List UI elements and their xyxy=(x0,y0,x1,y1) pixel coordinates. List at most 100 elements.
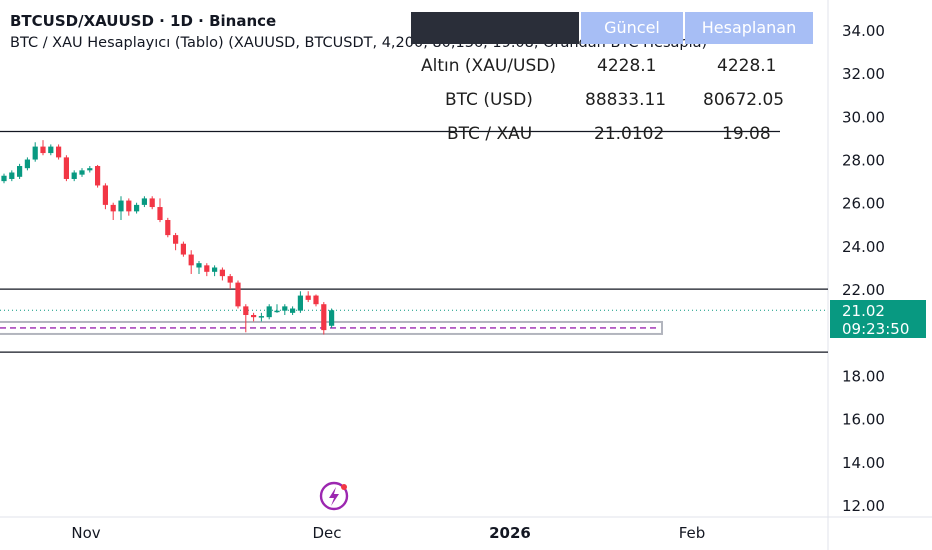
candle xyxy=(71,170,77,182)
candle xyxy=(141,196,147,208)
candle xyxy=(126,198,132,216)
candle xyxy=(173,232,179,251)
candle xyxy=(149,196,155,210)
candle xyxy=(118,196,124,220)
candle-body xyxy=(165,220,171,236)
candle xyxy=(157,198,163,223)
candle xyxy=(274,304,280,313)
candle-body xyxy=(56,146,62,158)
candle-body xyxy=(243,306,249,315)
table-row-calc: 80672.05 xyxy=(703,90,785,110)
y-tick-label: 14.00 xyxy=(842,454,885,472)
table-row-label: BTC (USD) xyxy=(445,90,533,110)
candle xyxy=(87,166,93,173)
candle xyxy=(188,250,194,274)
y-tick-label: 18.00 xyxy=(842,367,885,385)
candle-body xyxy=(134,204,140,212)
candle-body xyxy=(1,175,7,182)
candle-body xyxy=(40,146,46,154)
candle-body xyxy=(329,310,335,326)
candle-body xyxy=(102,185,108,205)
candle-body xyxy=(258,316,264,318)
table-header-current: Güncel xyxy=(581,12,683,44)
x-tick-label: 2026 xyxy=(489,524,531,542)
candle xyxy=(196,261,202,274)
candle xyxy=(134,202,140,214)
candle-body xyxy=(321,304,327,331)
candle xyxy=(32,142,38,162)
candle-body xyxy=(9,172,15,179)
candle xyxy=(219,267,225,281)
candle xyxy=(79,168,85,177)
candle xyxy=(313,294,319,307)
candle-body xyxy=(297,295,303,311)
candle xyxy=(251,312,257,322)
y-tick-label: 24.00 xyxy=(842,238,885,256)
x-tick-label: Dec xyxy=(312,524,341,542)
candle xyxy=(56,144,62,160)
candle-body xyxy=(219,269,225,277)
candle-body xyxy=(251,315,257,318)
candle-body xyxy=(17,166,23,177)
candle xyxy=(305,291,311,303)
candle-body xyxy=(141,198,147,205)
candle-body xyxy=(32,146,38,160)
candle-body xyxy=(266,306,272,318)
candle xyxy=(1,173,7,184)
y-tick-label: 32.00 xyxy=(842,65,885,83)
current-price-value: 21.02 xyxy=(842,302,885,320)
table-row-label: Altın (XAU/USD) xyxy=(421,56,556,76)
candle xyxy=(290,306,296,315)
candle-body xyxy=(126,200,132,212)
candle xyxy=(40,140,46,156)
candle xyxy=(282,304,288,315)
candle xyxy=(17,163,23,179)
candle-body xyxy=(48,146,54,154)
table-header-calculated: Hesaplanan xyxy=(685,12,813,44)
candle-body xyxy=(196,263,202,268)
candle-body xyxy=(71,172,77,179)
table-row-current: 21.0102 xyxy=(594,124,665,144)
bar-countdown: 09:23:50 xyxy=(842,320,910,338)
candle xyxy=(243,304,249,333)
candle xyxy=(227,273,233,290)
candle xyxy=(180,241,186,257)
candle xyxy=(9,170,15,182)
y-tick-label: 22.00 xyxy=(842,281,885,299)
candle xyxy=(321,302,327,335)
candle-body xyxy=(212,267,218,272)
candle-body xyxy=(63,157,69,179)
candle-body xyxy=(282,306,288,311)
candle-body xyxy=(149,198,155,208)
y-tick-label: 34.00 xyxy=(842,22,885,40)
candle-body xyxy=(274,310,280,313)
y-tick-label: 16.00 xyxy=(842,411,885,429)
candle xyxy=(95,164,101,188)
candle xyxy=(297,291,303,313)
candle-body xyxy=(118,200,124,212)
candle-body xyxy=(173,235,179,244)
y-tick-label: 30.00 xyxy=(842,108,885,126)
table-row-calc: 4228.1 xyxy=(717,56,777,76)
candle-body xyxy=(110,204,116,212)
candle-body xyxy=(305,295,311,300)
table-row-current: 4228.1 xyxy=(597,56,657,76)
candle-body xyxy=(79,170,85,175)
candle xyxy=(235,280,241,309)
candle xyxy=(102,183,108,210)
symbol-title[interactable]: BTCUSD/XAUUSD · 1D · Binance xyxy=(10,12,277,30)
candle-body xyxy=(180,243,186,255)
candle xyxy=(204,263,210,277)
candle-body xyxy=(235,282,241,307)
candle xyxy=(165,217,171,238)
candle-body xyxy=(157,207,163,220)
table-row-calc: 19.08 xyxy=(722,124,771,144)
candle xyxy=(266,304,272,320)
candle xyxy=(329,308,335,328)
candle-body xyxy=(95,166,101,186)
candle-body xyxy=(87,168,93,171)
lightning-bolt-icon xyxy=(329,487,339,506)
candle xyxy=(48,144,54,156)
candle xyxy=(63,155,69,182)
